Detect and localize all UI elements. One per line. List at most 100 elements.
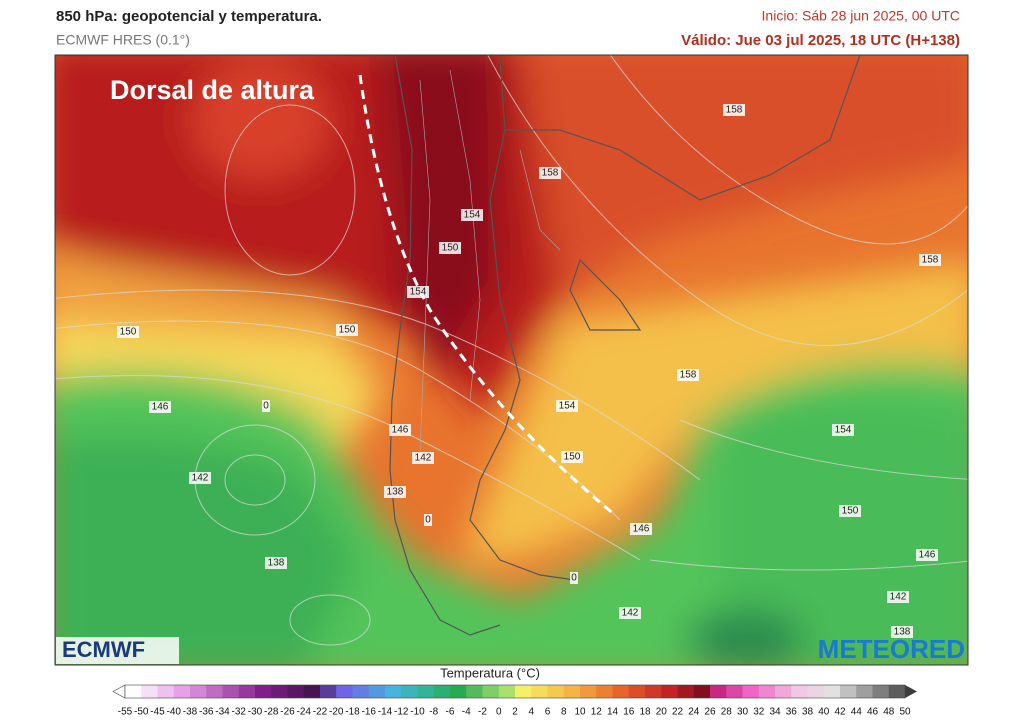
contour-label-bg [539,167,561,179]
colorbar-tick-label: 26 [704,707,716,718]
map-frame [54,54,969,666]
colorbar-tick-label: 18 [639,707,651,718]
colorbar-tick-label: 30 [737,707,749,718]
colorbar-segment [466,685,483,698]
colorbar-arrow-low [112,684,126,699]
colorbar-segment [271,685,288,698]
contour-label-bg [561,451,583,463]
colorbar-tick-label: 40 [818,707,830,718]
colorbar-tick-label: -55 [118,707,133,718]
contour-label-bg [677,369,699,381]
colorbar-segment [433,685,451,698]
contour-label: 0 [263,401,269,412]
contour-label: 150 [120,327,137,338]
colorbar-tick-label: 20 [656,707,668,718]
meteored-logo: METEORED [818,634,965,664]
contour-label: 0 [425,515,431,526]
colorbar-segment [482,685,500,698]
colorbar-segment [888,685,906,698]
colorbar-tick-label: -6 [446,707,455,718]
colorbar-segment [823,685,841,698]
colorbar-tick-label: 48 [883,707,895,718]
model: ECMWF HRES (0.1°) [56,32,190,48]
colorbar-segment [368,685,386,698]
contour-label: 158 [680,370,697,381]
title: 850 hPa: geopotencial y temperatura. [56,8,322,25]
colorbar-tick-label: 14 [607,707,619,718]
colorbar-segment [563,685,581,698]
colorbar-segment [531,685,548,698]
colorbar-tick-label: -40 [167,707,182,718]
colorbar-segment [547,685,565,698]
colorbar-tick-label: 42 [834,707,846,718]
colorbar-tick-label: -24 [297,707,312,718]
contour-label-bg [439,242,461,254]
colorbar-tick-label: 6 [545,707,551,718]
colorbar-segment [450,685,467,698]
colorbar-tick-label: 0 [496,707,502,718]
colorbar-segment [677,685,695,698]
colorbar-title: Temperatura (°C) [440,665,540,680]
colorbar-tick-label: 34 [769,707,781,718]
contour-label-bg [839,505,861,517]
contour-label-bg [389,424,411,436]
contour-label: 138 [894,627,911,638]
colorbar-segment [157,685,175,698]
colorbar-tick-label: -20 [329,707,344,718]
contour-label: 138 [387,487,404,498]
colorbar-tick-label: 24 [688,707,700,718]
contour-label-bg [916,549,938,561]
annotation: Dorsal de altura [110,75,315,105]
colorbar-tick-label: -50 [134,707,149,718]
colorbar-tick-label: -28 [264,707,279,718]
colorbar-segment [856,685,873,698]
colorbar-segment [742,685,760,698]
colorbar-tick-label: -32 [232,707,247,718]
colorbar-arrow-high [905,685,917,698]
contour-label-bg [424,514,432,526]
colorbar-tick-label: -12 [394,707,409,718]
valid-time: Válido: Jue 03 jul 2025, 18 UTC (H+138) [681,32,960,49]
colorbar-tick-label: 46 [867,707,879,718]
colorbar-segment [628,685,646,698]
colorbar-tick-label: 32 [753,707,765,718]
colorbar-segment [661,685,678,698]
colorbar-tick-label: 28 [721,707,733,718]
colorbar-tick-label: 4 [528,707,534,718]
colorbar-tick-label: -30 [248,707,263,718]
colorbar-tick-label: -16 [362,707,377,718]
contour-label: 142 [415,453,432,464]
colorbar-tick-label: -8 [429,707,438,718]
colorbar-segment [726,685,743,698]
contour-label-bg [832,424,854,436]
contour-label-bg [461,209,483,221]
contour-label-bg [407,286,429,298]
colorbar-tick-label: -38 [183,707,198,718]
contour-label: 150 [842,506,859,517]
colorbar-segment [255,685,272,698]
colorbar-segment [238,685,256,698]
contour-label: 0 [571,573,577,584]
colorbar-segment [775,685,792,698]
colorbar-tick-label: -4 [462,707,471,718]
contour-label: 150 [339,325,356,336]
colorbar-segment [320,685,337,698]
colorbar-segment [872,685,890,698]
contour-label-bg [887,591,909,603]
contour-label-bg [262,400,270,412]
colorbar-segment [303,685,321,698]
contour-label: 154 [835,425,852,436]
contour-label: 142 [192,473,209,484]
colorbar-segment [401,685,418,698]
colorbar-segment [417,685,435,698]
contour-label-bg [556,400,578,412]
contour-label: 158 [726,105,743,116]
colorbar-segment [710,685,727,698]
colorbar-segment [498,685,516,698]
colorbar-tick-label: -36 [199,707,214,718]
contour-label: 154 [410,287,427,298]
contour-label: 146 [152,402,169,413]
contour-label-bg [117,326,139,338]
contour-label: 150 [442,243,459,254]
